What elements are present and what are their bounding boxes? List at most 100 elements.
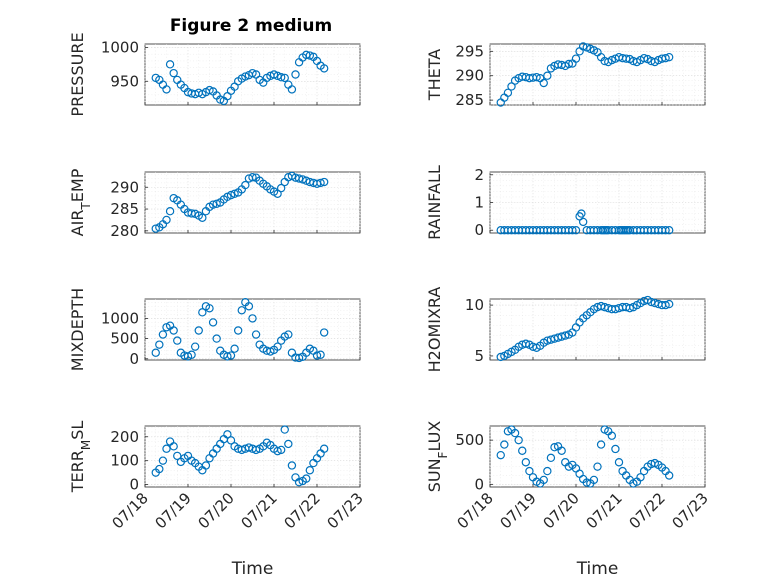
data-point bbox=[287, 461, 297, 470]
axes-air-temp: 280 285 290 AIRTEMP bbox=[68, 168, 361, 240]
data-point bbox=[198, 213, 207, 222]
data-point bbox=[577, 209, 586, 218]
data-point bbox=[661, 53, 670, 63]
y-tick-label: 0 bbox=[129, 476, 139, 494]
data-point bbox=[162, 85, 171, 94]
data-point bbox=[578, 217, 588, 227]
data-point bbox=[507, 82, 516, 91]
data-point bbox=[165, 60, 175, 69]
x-tick-label: 07/23 bbox=[324, 489, 367, 532]
data-point bbox=[664, 226, 674, 235]
data-point bbox=[539, 78, 548, 88]
data-point bbox=[521, 339, 531, 348]
y-axis-label: H2OMIXRA bbox=[425, 287, 444, 373]
data-point bbox=[169, 326, 178, 335]
data-point bbox=[276, 73, 286, 82]
data-point bbox=[503, 88, 513, 98]
data-point bbox=[611, 444, 620, 454]
data-point bbox=[305, 51, 315, 60]
data-point bbox=[165, 207, 175, 216]
data-point bbox=[190, 342, 200, 351]
y-axis-label: MIXDEPTH bbox=[68, 288, 87, 371]
y-axis-label: PRESSURE bbox=[68, 32, 87, 116]
data-point bbox=[500, 440, 509, 449]
y-tick-label: 100 bbox=[110, 452, 139, 470]
data-point bbox=[244, 443, 254, 452]
data-point bbox=[557, 446, 566, 455]
data-point bbox=[607, 431, 617, 440]
y-tick-label: 2 bbox=[474, 166, 484, 184]
data-point bbox=[316, 178, 325, 188]
x-tick-label: 07/18 bbox=[109, 489, 152, 532]
data-point bbox=[496, 352, 505, 362]
y-tick-label: 285 bbox=[455, 91, 484, 109]
data-point bbox=[237, 445, 246, 455]
data-point bbox=[550, 443, 559, 452]
data-point bbox=[568, 226, 577, 235]
data-point bbox=[305, 466, 315, 475]
x-tick-label: 07/19 bbox=[497, 489, 540, 532]
y-axis-label: TERRMSL bbox=[68, 421, 93, 494]
data-point bbox=[230, 344, 239, 353]
data-point bbox=[316, 350, 325, 359]
data-point bbox=[155, 340, 164, 349]
y-tick-label: 0 bbox=[474, 475, 484, 493]
y-tick-label: 285 bbox=[110, 200, 139, 218]
data-point bbox=[614, 458, 624, 467]
x-tick-label: 07/22 bbox=[626, 489, 669, 532]
data-point bbox=[280, 425, 289, 434]
data-point bbox=[226, 190, 236, 200]
data-point bbox=[187, 350, 196, 359]
data-point bbox=[212, 199, 221, 209]
data-point bbox=[212, 334, 221, 343]
data-point bbox=[294, 353, 304, 363]
data-point bbox=[233, 326, 243, 335]
data-point bbox=[596, 440, 606, 449]
data-point bbox=[226, 351, 236, 360]
y-tick-label: 290 bbox=[110, 178, 139, 196]
axes-terr-msl: 0 100 200 07/18 07/19 07/20 07/21 07/22 07/23 TER… bbox=[68, 421, 367, 579]
data-point bbox=[173, 336, 182, 345]
data-point bbox=[561, 331, 570, 340]
x-tick-label: 07/21 bbox=[583, 489, 626, 532]
x-tick-label: 07/20 bbox=[540, 489, 583, 532]
data-point bbox=[571, 54, 581, 63]
data-point bbox=[664, 471, 674, 480]
data-point bbox=[223, 430, 232, 439]
data-point bbox=[521, 458, 531, 467]
data-point bbox=[319, 328, 329, 337]
data-point bbox=[273, 446, 282, 456]
y-tick-label: 10 bbox=[465, 296, 484, 314]
data-point bbox=[546, 453, 556, 463]
y-axis-label: THETA bbox=[425, 49, 444, 101]
y-tick-label: 290 bbox=[455, 67, 484, 85]
data-point bbox=[664, 52, 674, 62]
data-point bbox=[251, 330, 261, 339]
data-point bbox=[248, 314, 257, 323]
data-point bbox=[284, 439, 293, 449]
y-axis-label: RAINFALL bbox=[425, 165, 444, 240]
data-point bbox=[298, 175, 307, 184]
data-point bbox=[319, 64, 329, 73]
data-point bbox=[593, 462, 602, 471]
data-point bbox=[578, 42, 588, 51]
data-point bbox=[664, 299, 674, 309]
y-tick-label: 295 bbox=[455, 42, 484, 60]
y-tick-label: 280 bbox=[110, 222, 139, 240]
y-tick-label: 500 bbox=[110, 330, 139, 348]
data-point bbox=[525, 466, 534, 476]
data-point bbox=[226, 436, 236, 445]
x-tick-label: 07/18 bbox=[454, 489, 497, 532]
x-tick-label: 07/22 bbox=[281, 489, 324, 532]
data-point bbox=[251, 445, 261, 455]
y-tick-label: 500 bbox=[455, 431, 484, 449]
data-point bbox=[319, 444, 329, 453]
data-point bbox=[589, 475, 599, 485]
data-point bbox=[582, 478, 591, 487]
data-point bbox=[158, 330, 168, 339]
y-tick-label: 1 bbox=[474, 194, 484, 212]
data-point bbox=[169, 68, 178, 78]
x-tick-label: 07/20 bbox=[195, 489, 238, 532]
data-point bbox=[284, 330, 293, 339]
